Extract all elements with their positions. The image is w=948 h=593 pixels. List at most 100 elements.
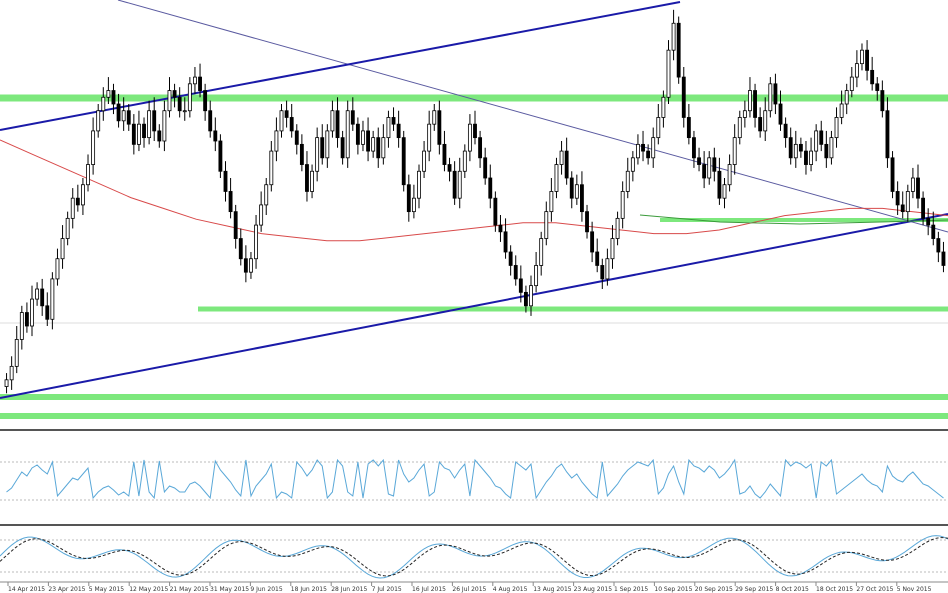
candle <box>926 208 931 236</box>
x-tick-label: 29 Sep 2015 <box>735 586 773 593</box>
candle <box>941 241 946 273</box>
candle <box>289 104 294 138</box>
candle <box>931 211 936 246</box>
candle <box>233 204 238 249</box>
candle <box>30 285 34 337</box>
channel-lower-line <box>0 213 948 399</box>
x-tick-label: 8 Oct 2015 <box>776 586 809 593</box>
candle <box>580 171 584 222</box>
candle <box>223 161 228 202</box>
candle <box>895 181 900 215</box>
x-tick-label: 4 Aug 2015 <box>493 586 528 593</box>
candle <box>361 120 365 152</box>
candle <box>447 157 452 182</box>
candle <box>523 285 528 313</box>
x-tick-label: 31 May 2015 <box>210 586 249 593</box>
candle <box>381 124 386 165</box>
candle <box>595 238 600 273</box>
x-tick-label: 26 Jul 2015 <box>452 586 486 593</box>
candle <box>625 157 630 199</box>
candle <box>727 154 732 192</box>
candle <box>55 248 60 286</box>
candle <box>396 110 401 148</box>
candle <box>544 201 549 246</box>
candle <box>569 171 574 209</box>
x-tick-label: 13 Aug 2015 <box>533 586 572 593</box>
candle <box>656 104 661 145</box>
candle <box>208 100 213 138</box>
candle <box>839 90 844 125</box>
candle <box>4 373 9 394</box>
candle <box>646 144 651 165</box>
x-axis-labels: 14 Apr 2015 23 Apr 2015 5 May 2015 12 May 2… <box>7 582 932 593</box>
x-tick-label: 1 Sep 2015 <box>614 586 648 593</box>
candle <box>65 211 70 246</box>
x-tick-label: 20 Sep 2015 <box>695 586 733 593</box>
candle <box>809 137 813 172</box>
candle <box>529 275 533 316</box>
x-tick-label: 9 Jun 2015 <box>250 586 282 593</box>
candle <box>788 127 793 165</box>
candle <box>865 40 870 81</box>
candle <box>157 124 162 148</box>
candle <box>147 100 152 145</box>
x-tick-label: 5 Nov 2015 <box>897 586 932 593</box>
candle <box>462 144 467 178</box>
candle <box>900 191 905 219</box>
candle <box>467 114 472 162</box>
candle <box>40 278 45 316</box>
candle <box>411 184 416 219</box>
candle <box>554 157 559 199</box>
candle <box>142 117 146 148</box>
candle <box>748 77 752 118</box>
candle <box>279 104 284 138</box>
candle <box>187 77 192 118</box>
x-tick-label: 18 Jun 2015 <box>291 586 327 593</box>
candle <box>422 141 427 178</box>
candle <box>503 218 508 259</box>
candle <box>152 97 157 141</box>
candle <box>559 141 564 175</box>
candle <box>742 100 747 128</box>
candle <box>936 231 941 263</box>
candle <box>875 77 880 101</box>
candle <box>218 134 223 178</box>
candle <box>921 191 926 226</box>
candle <box>539 231 544 276</box>
candle <box>75 184 80 212</box>
candle <box>86 154 90 192</box>
candle <box>910 167 915 199</box>
candle <box>432 104 437 131</box>
candle <box>45 292 50 326</box>
candle <box>284 100 289 128</box>
candle <box>493 191 498 232</box>
candle <box>473 110 477 145</box>
x-tick-label: 7 Jul 2015 <box>372 586 402 593</box>
candle <box>325 124 330 168</box>
candle <box>70 188 75 229</box>
candle <box>819 120 824 152</box>
candle <box>630 151 635 182</box>
candle <box>763 97 768 141</box>
candle <box>320 124 325 165</box>
candle <box>686 104 691 145</box>
candle <box>106 77 111 104</box>
candle <box>172 83 177 108</box>
candle <box>376 127 381 168</box>
candle <box>707 151 712 185</box>
x-tick-label: 12 May 2015 <box>129 586 168 593</box>
x-tick-label: 16 Jul 2015 <box>412 586 446 593</box>
candle <box>681 67 686 128</box>
candle <box>488 164 493 209</box>
candle <box>849 67 854 98</box>
candle <box>330 100 335 138</box>
candle <box>126 104 131 131</box>
candle <box>651 127 656 168</box>
candle <box>182 97 187 121</box>
candle <box>35 282 40 306</box>
x-tick-label: 10 Sep 2015 <box>654 586 692 593</box>
candle <box>600 258 605 289</box>
moving-average-line <box>0 139 948 242</box>
candle <box>671 9 676 61</box>
